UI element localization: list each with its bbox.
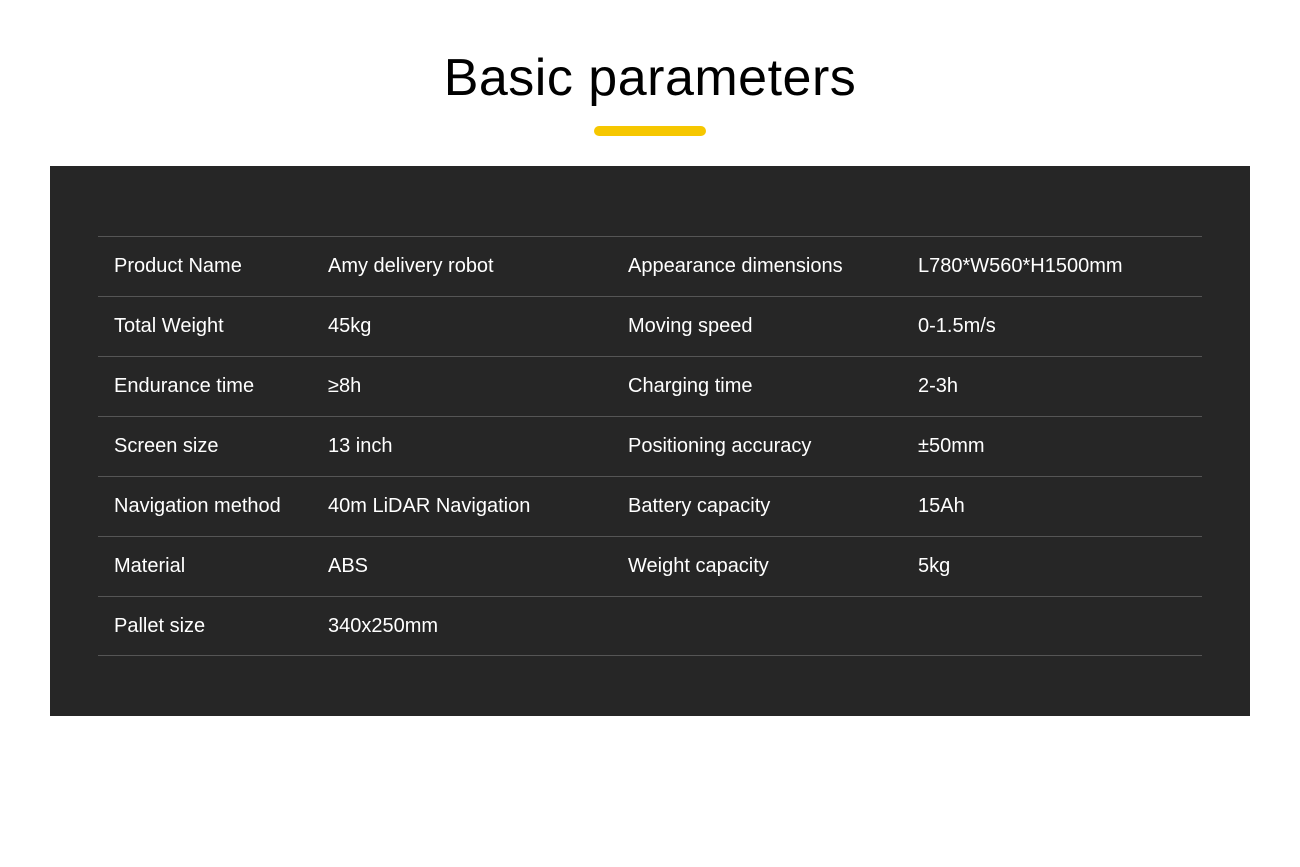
title-underline [594,126,706,136]
spec-label: Appearance dimensions [628,255,918,278]
spec-label: Material [98,555,328,578]
spec-label: Total Weight [98,315,328,338]
spec-label: Screen size [98,435,328,458]
spec-label: Navigation method [98,495,328,518]
spec-value: 5kg [918,555,1202,578]
spec-value: L780*W560*H1500mm [918,255,1202,278]
spec-value: ≥8h [328,375,628,398]
spec-label: Product Name [98,255,328,278]
table-row: Endurance time ≥8h Charging time 2-3h [98,356,1202,416]
spec-value: 0-1.5m/s [918,315,1202,338]
spec-value: ABS [328,555,628,578]
table-row: Total Weight 45kg Moving speed 0-1.5m/s [98,296,1202,356]
spec-value: Amy delivery robot [328,255,628,278]
spec-value: 2-3h [918,375,1202,398]
spec-label: Charging time [628,375,918,398]
spec-value: 15Ah [918,495,1202,518]
table-row: Product Name Amy delivery robot Appearan… [98,236,1202,296]
table-row: Pallet size 340x250mm [98,596,1202,656]
spec-value: ±50mm [918,435,1202,458]
spec-value: 40m LiDAR Navigation [328,495,628,518]
spec-value: 13 inch [328,435,628,458]
spec-label: Pallet size [98,615,328,638]
spec-value: 45kg [328,315,628,338]
spec-label: Weight capacity [628,555,918,578]
spec-label: Endurance time [98,375,328,398]
table-row: Screen size 13 inch Positioning accuracy… [98,416,1202,476]
spec-label: Moving speed [628,315,918,338]
spec-label: Battery capacity [628,495,918,518]
spec-panel: Product Name Amy delivery robot Appearan… [50,166,1250,716]
spec-value: 340x250mm [328,615,628,638]
table-row: Navigation method 40m LiDAR Navigation B… [98,476,1202,536]
spec-label: Positioning accuracy [628,435,918,458]
page-title: Basic parameters [0,48,1300,108]
table-row: Material ABS Weight capacity 5kg [98,536,1202,596]
